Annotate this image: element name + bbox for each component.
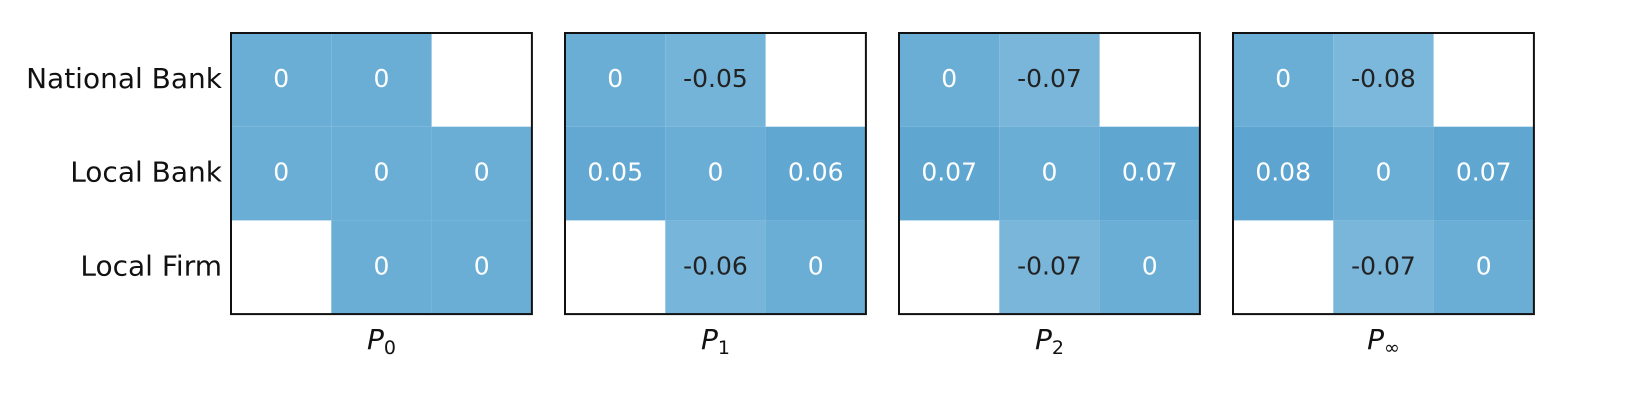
cell-label: 0.08: [1255, 158, 1311, 187]
cell-label: 0: [808, 251, 824, 280]
cell-label: 0: [607, 64, 623, 93]
heatmap-cell: [1099, 220, 1200, 315]
cell-label: -0.07: [1351, 251, 1416, 280]
x-label-sub: 1: [718, 337, 730, 359]
x-label-base: P: [367, 323, 384, 356]
x-label-base: P: [701, 323, 718, 356]
row-label: Local Bank: [70, 156, 223, 189]
x-label-sub: 0: [384, 337, 396, 359]
heatmap-cell: [1333, 126, 1434, 221]
x-label-sub: 2: [1052, 337, 1064, 359]
heatmap-cell: [665, 126, 766, 221]
heatmap-cell: [1233, 126, 1334, 221]
x-label: P1: [701, 323, 730, 359]
cell-label: 0.07: [1122, 158, 1178, 187]
heatmap-cell: [331, 33, 432, 127]
cell-label: 0: [373, 251, 389, 280]
cell-label: 0: [1142, 251, 1158, 280]
x-label: P2: [1035, 323, 1064, 359]
heatmap-cell: [431, 126, 532, 221]
cell-label: 0: [373, 64, 389, 93]
heatmap-cell: [231, 33, 332, 127]
heatmap-cell: [331, 126, 432, 221]
heatmap-cell: [1333, 220, 1434, 315]
heatmap-cell: [331, 220, 432, 315]
x-label-base: P: [1035, 323, 1052, 356]
panel-frame: [564, 32, 867, 316]
cell-label: 0.06: [788, 158, 844, 187]
heatmap-cell: [1233, 33, 1334, 127]
heatmap-cell: [765, 126, 866, 221]
heatmap-cell: [765, 220, 866, 315]
cell-label: -0.07: [1017, 64, 1082, 93]
heatmap-cell: [665, 220, 766, 315]
cell-label: 0.07: [1456, 158, 1512, 187]
x-label: P0: [367, 323, 396, 359]
heatmap-cell: [565, 33, 666, 127]
cell-label: 0.05: [587, 158, 643, 187]
heatmap-cell: [565, 126, 666, 221]
heatmap-cell: [899, 126, 1000, 221]
cell-label: 0: [707, 158, 723, 187]
cell-label: 0: [1476, 251, 1492, 280]
cell-label: -0.08: [1351, 64, 1416, 93]
heatmap-cell: [1333, 33, 1434, 127]
heatmap-cell: [999, 33, 1100, 127]
panel-frame: [898, 32, 1201, 316]
x-label: P∞: [1367, 323, 1400, 359]
cell-label: 0: [273, 158, 289, 187]
cell-label: -0.07: [1017, 251, 1082, 280]
panel-frame: [230, 32, 533, 316]
cell-label: 0: [273, 64, 289, 93]
cell-label: 0: [373, 158, 389, 187]
cell-label: 0.07: [921, 158, 977, 187]
heatmap-cell: [665, 33, 766, 127]
row-label: Local Firm: [80, 249, 222, 282]
heatmap-cell: [1433, 126, 1534, 221]
x-label-base: P: [1367, 323, 1384, 356]
heatmap-cell: [231, 126, 332, 221]
cell-label: -0.06: [683, 251, 748, 280]
heatmap-cell: [1433, 220, 1534, 315]
heatmap-cell: [999, 220, 1100, 315]
cell-label: 0: [474, 251, 490, 280]
heatmap-cell: [1099, 126, 1200, 221]
panel-frame: [1232, 32, 1535, 316]
cell-label: 0: [474, 158, 490, 187]
heatmap-cell: [999, 126, 1100, 221]
heatmap-cell: [899, 33, 1000, 127]
cell-label: 0: [941, 64, 957, 93]
cell-label: 0: [1275, 64, 1291, 93]
cell-label: 0: [1041, 158, 1057, 187]
heatmap-cell: [431, 220, 532, 315]
row-label: National Bank: [26, 62, 223, 95]
x-label-sub: ∞: [1384, 337, 1400, 359]
cell-label: -0.05: [683, 64, 748, 93]
cell-label: 0: [1375, 158, 1391, 187]
